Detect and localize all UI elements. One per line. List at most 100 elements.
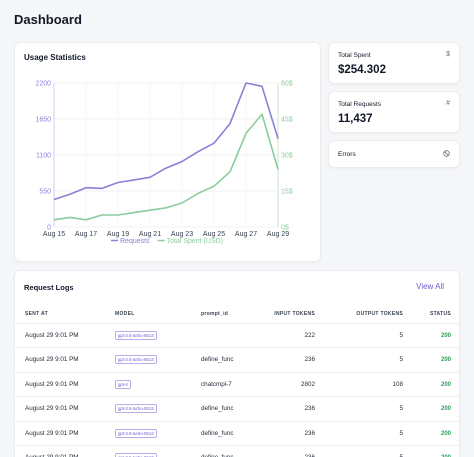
table-row[interactable]: August 29 9:01 PM gpt-4 chatcmpl-7 2802 108 2…: [15, 372, 461, 397]
y-left-tick-label: 1650: [35, 117, 51, 124]
y-right-tick-label: 60$: [281, 81, 293, 88]
cell-output-tokens: 108: [325, 372, 415, 397]
legend-label: Total Spent (USD): [167, 238, 223, 245]
dollar-icon: $: [446, 51, 450, 58]
table-row[interactable]: August 29 9:01 PM gpt-3.5-turbo-0613 defin…: [15, 421, 461, 446]
cell-model: gpt-3.5-turbo-0613: [105, 347, 191, 373]
cell-input-tokens: 2802: [235, 372, 325, 397]
x-tick-label: Aug 29: [267, 231, 289, 238]
status-badge: 200: [441, 455, 451, 457]
cell-status: 200: [415, 347, 461, 373]
total-spent-label: Total Spent: [338, 52, 371, 59]
y-left-tick-label: 0: [47, 225, 51, 232]
cell-prompt-id: define_func: [191, 396, 235, 422]
cell-input-tokens: 236: [235, 347, 325, 373]
column-header-prompt-id[interactable]: prompt_id: [191, 305, 235, 324]
page-title: Dashboard: [14, 12, 82, 27]
column-header-input-tokens[interactable]: INPUT TOKENS: [235, 305, 325, 324]
x-tick-label: Aug 27: [235, 231, 257, 238]
column-header-status[interactable]: STATUS: [415, 305, 461, 324]
cell-sent-at: August 29 9:01 PM: [15, 396, 105, 422]
request-logs-title: Request Logs: [24, 283, 74, 292]
x-tick-label: Aug 25: [203, 231, 225, 238]
x-tick-label: Aug 17: [75, 231, 97, 238]
cell-sent-at: August 29 9:01 PM: [15, 323, 105, 348]
cell-model: gpt-3.5-turbo-0613: [105, 396, 191, 422]
cell-output-tokens: 5: [325, 445, 415, 457]
usage-chart: 0 550 1100 1650 2200 0$ 15$ 30$ 45$ 60$ Aug 15 Aug …: [35, 81, 293, 246]
view-all-link[interactable]: View All: [416, 282, 444, 291]
request-logs-card: Request Logs View All SENT AT MODEL prom…: [14, 270, 461, 457]
cell-model: gpt-3.5-turbo-0613: [105, 323, 191, 348]
cell-output-tokens: 5: [325, 421, 415, 446]
column-header-model[interactable]: MODEL: [105, 305, 191, 324]
hash-icon: #: [446, 100, 450, 107]
table-row[interactable]: August 29 9:01 PM gpt-3.5-turbo-0613 defin…: [15, 396, 461, 422]
table-row[interactable]: August 29 9:01 PM gpt-3.5-turbo-0613 defin…: [15, 347, 461, 373]
cell-status: 200: [415, 372, 461, 397]
cell-status: 200: [415, 421, 461, 446]
usage-statistics-card: Usage Statistics 0 550 1100 1650 2200 0$ 15$ 30…: [14, 42, 321, 262]
table-row[interactable]: August 29 9:01 PM gpt-3.5-turbo-0613 defin…: [15, 445, 461, 457]
series-line-requests: [53, 82, 279, 201]
total-requests-card: Total Requests 11,437 #: [328, 91, 460, 133]
cell-input-tokens: 236: [235, 421, 325, 446]
cell-status: 200: [415, 323, 461, 348]
y-left-tick-label: 1100: [36, 153, 51, 160]
cell-input-tokens: 236: [235, 396, 325, 422]
cell-prompt-id: define_func: [191, 445, 235, 457]
cell-input-tokens: 222: [235, 323, 325, 348]
series-line-total-spent: [53, 113, 279, 221]
model-badge: gpt-4: [115, 379, 131, 389]
cell-sent-at: August 29 9:01 PM: [15, 347, 105, 373]
x-tick-label: Aug 21: [139, 231, 161, 238]
total-spent-value: $254.302: [338, 64, 386, 76]
cell-status: 200: [415, 396, 461, 422]
cell-model: gpt-3.5-turbo-0613: [105, 445, 191, 457]
column-header-output-tokens[interactable]: OUTPUT TOKENS: [325, 305, 415, 324]
x-tick-label: Aug 15: [43, 231, 65, 238]
cell-sent-at: August 29 9:01 PM: [15, 421, 105, 446]
column-header-sent-at[interactable]: SENT AT: [15, 305, 105, 324]
x-tick-label: Aug 19: [107, 231, 129, 238]
cell-model: gpt-4: [105, 372, 191, 397]
usage-statistics-title: Usage Statistics: [24, 53, 86, 62]
cell-sent-at: August 29 9:01 PM: [15, 372, 105, 397]
cell-model: gpt-3.5-turbo-0613: [105, 421, 191, 446]
x-tick-label: Aug 23: [171, 231, 193, 238]
cell-input-tokens: 236: [235, 445, 325, 457]
y-left-tick-label: 550: [39, 189, 51, 196]
table-row[interactable]: August 29 9:01 PM gpt-3.5-turbo-0613 222 5 2…: [15, 323, 461, 348]
y-left-tick-label: 2200: [35, 81, 51, 88]
y-right-tick-label: 15$: [281, 189, 293, 196]
model-badge: gpt-3.5-turbo-0613: [115, 404, 157, 414]
cell-output-tokens: 5: [325, 323, 415, 348]
status-badge: 200: [440, 332, 451, 339]
cell-output-tokens: 5: [325, 347, 415, 373]
errors-label: Errors: [338, 151, 356, 158]
status-badge: 200: [440, 430, 451, 437]
y-right-tick-label: 0$: [281, 225, 289, 232]
model-badge: gpt-3.5-turbo-0613: [115, 428, 157, 438]
cell-status: 200: [415, 445, 461, 457]
cell-prompt-id: chatcmpl-7: [191, 372, 235, 397]
request-logs-table: SENT AT MODEL prompt_id INPUT TOKENS OUT…: [15, 305, 461, 457]
cell-prompt-id: define_func: [191, 421, 235, 446]
status-badge: 200: [440, 357, 451, 364]
cell-prompt-id: define_func: [191, 347, 235, 373]
cell-sent-at: August 29 9:01 PM: [15, 445, 105, 457]
table-header-row: SENT AT MODEL prompt_id INPUT TOKENS OUT…: [15, 305, 461, 324]
y-right-tick-label: 30$: [281, 153, 293, 160]
cell-output-tokens: 5: [325, 396, 415, 422]
total-requests-label: Total Requests: [338, 101, 381, 108]
legend-label: Requests: [120, 238, 150, 245]
total-spent-card: Total Spent $254.302 $: [328, 42, 460, 84]
status-badge: 200: [440, 406, 451, 413]
y-right-tick-label: 45$: [281, 117, 293, 124]
model-badge: gpt-3.5-turbo-0613: [115, 355, 157, 365]
model-badge: gpt-3.5-turbo-0613: [115, 453, 157, 457]
cell-prompt-id: [191, 323, 235, 348]
block-icon: [443, 150, 450, 159]
errors-card: Errors: [328, 140, 460, 168]
total-requests-value: 11,437: [338, 113, 373, 125]
